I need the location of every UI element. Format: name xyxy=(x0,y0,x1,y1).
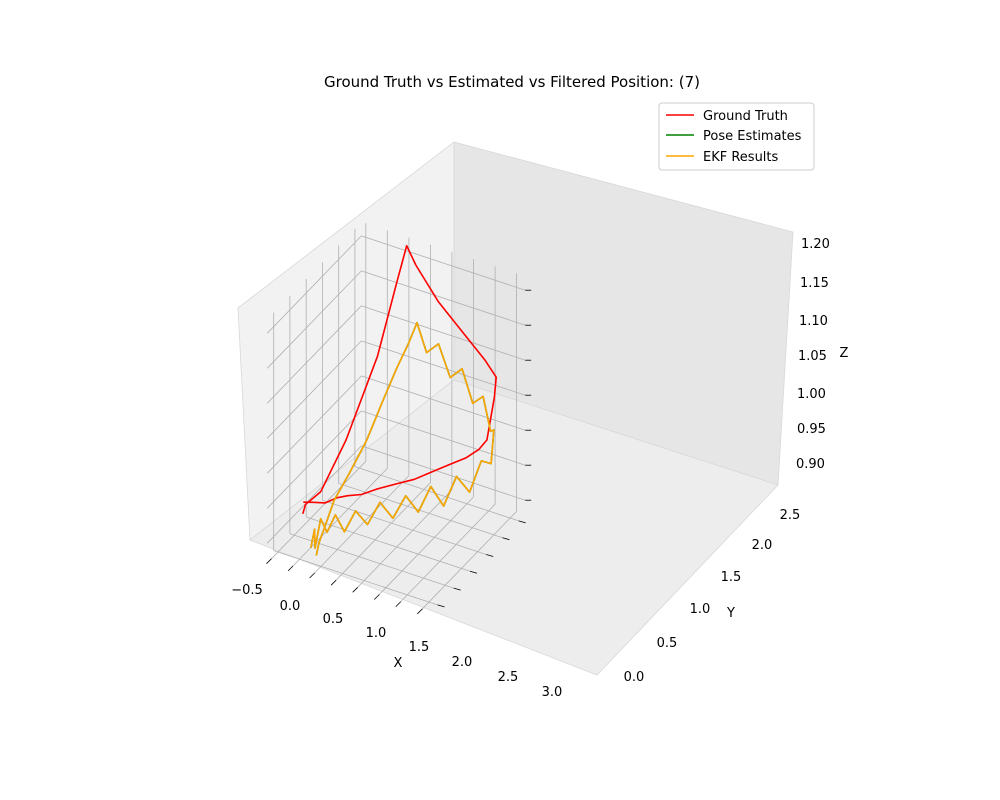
x-tick-label: 3.0 xyxy=(542,685,563,700)
grid-line xyxy=(400,503,496,602)
grid-line xyxy=(266,445,362,544)
grid-line xyxy=(314,475,410,574)
grid-line xyxy=(361,410,526,466)
y-tick-label: 0.0 xyxy=(624,670,645,685)
grid-line xyxy=(422,511,517,610)
z-tick-labels: 0.90 0.95 1.00 1.05 1.10 1.15 1.20 xyxy=(796,237,830,472)
x-tick-labels: −0.5 0.0 0.5 1.0 1.5 2.0 2.5 3.0 xyxy=(231,583,562,700)
x-axis-label: X xyxy=(394,656,403,671)
grid-line xyxy=(266,305,362,404)
grid-line xyxy=(361,235,526,291)
grid-line xyxy=(266,235,362,334)
axis-ticks xyxy=(266,289,532,615)
x-tick-mark xyxy=(395,601,402,607)
z-tick-label: 0.90 xyxy=(796,457,825,472)
grid-line xyxy=(292,468,388,567)
x-tick-label: 1.5 xyxy=(409,640,430,655)
x-tick-mark xyxy=(287,565,294,572)
x-tick-mark xyxy=(374,594,380,600)
legend-label-ekf-results: EKF Results xyxy=(703,150,779,165)
y-tick-labels: 0.0 0.5 1.0 1.5 2.0 2.5 xyxy=(624,508,801,685)
grid-line xyxy=(361,375,526,431)
grid-line xyxy=(266,340,362,439)
z-tick-label: 1.05 xyxy=(798,349,827,364)
series-layer xyxy=(302,244,498,556)
x-tick-label: 2.5 xyxy=(498,670,519,685)
grid-line xyxy=(266,410,362,509)
legend-label-pose-estimates: Pose Estimates xyxy=(703,129,802,144)
y-axis-label: Y xyxy=(726,606,735,621)
grid-line xyxy=(379,496,474,595)
y-tick-label: 1.0 xyxy=(690,602,711,617)
y-tick-label: 2.0 xyxy=(752,538,773,553)
grid-line xyxy=(361,270,526,326)
y-tick-mark xyxy=(518,520,526,524)
z-tick-label: 1.20 xyxy=(801,237,830,252)
grid-line xyxy=(361,445,526,501)
z-axis-label: Z xyxy=(840,346,849,361)
floor-pane xyxy=(249,379,779,676)
z-tick-label: 0.95 xyxy=(797,422,826,437)
x-tick-label: −0.5 xyxy=(231,583,263,598)
grid-line xyxy=(266,375,362,474)
grid-line xyxy=(354,466,519,522)
x-tick-mark xyxy=(352,587,358,593)
x-tick-mark xyxy=(266,558,272,564)
legend-label-ground-truth: Ground Truth xyxy=(703,109,788,124)
grid-line xyxy=(289,533,454,589)
z-tick-label: 1.10 xyxy=(799,314,828,329)
y-tick-mark xyxy=(437,604,445,608)
y-tick-mark xyxy=(469,570,478,574)
x-tick-mark xyxy=(417,608,423,615)
grid-line xyxy=(335,482,431,581)
z-tick-label: 1.15 xyxy=(800,276,829,291)
legend-box xyxy=(658,102,815,171)
grid-lines xyxy=(266,223,526,610)
y-tick-label: 1.5 xyxy=(721,570,742,585)
x-tick-mark xyxy=(309,572,315,579)
grid-line xyxy=(273,550,438,606)
grid-line xyxy=(322,499,487,555)
grid-line xyxy=(271,461,367,559)
series-line-ekf-results xyxy=(310,321,495,556)
y-tick-label: 2.5 xyxy=(780,508,801,523)
x-tick-label: 0.5 xyxy=(323,612,344,627)
x-tick-label: 0.0 xyxy=(280,599,301,614)
x-tick-mark xyxy=(330,579,337,586)
y-tick-mark xyxy=(453,587,461,591)
series-line-ground-truth xyxy=(302,244,498,515)
legend: Ground Truth Pose Estimates EKF Results xyxy=(658,102,815,171)
y-tick-mark xyxy=(486,554,494,557)
y-tick-label: 0.5 xyxy=(657,636,678,651)
chart-title: Ground Truth vs Estimated vs Filtered Po… xyxy=(324,73,700,91)
z-tick-label: 1.00 xyxy=(797,387,826,402)
grid-line xyxy=(357,489,453,588)
x-tick-label: 2.0 xyxy=(452,655,473,670)
x-tick-label: 1.0 xyxy=(366,626,387,641)
grid-line xyxy=(266,270,362,369)
grid-line xyxy=(306,516,471,572)
y-tick-mark xyxy=(502,537,510,541)
grid-line xyxy=(361,340,526,396)
